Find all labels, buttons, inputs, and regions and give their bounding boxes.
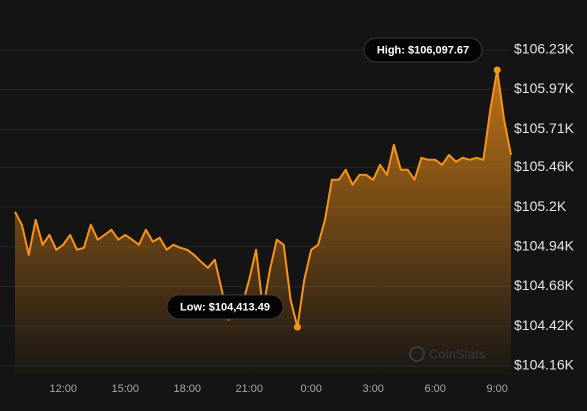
x-tick-label: 15:00 — [111, 383, 139, 395]
y-tick-label: $104.16K — [514, 357, 575, 373]
high-pill — [363, 37, 483, 63]
y-tick-label: $105.46K — [514, 158, 575, 174]
low-label: Low: $104,413.49 — [180, 301, 270, 313]
x-tick-label: 0:00 — [301, 383, 322, 395]
low-pill — [166, 294, 284, 320]
y-tick-label: $105.71K — [514, 120, 575, 136]
x-tick-label: 3:00 — [363, 383, 384, 395]
extreme-marker — [493, 66, 501, 74]
x-tick-label: 9:00 — [487, 383, 508, 395]
area — [15, 70, 511, 375]
extreme-marker — [293, 323, 301, 331]
y-tick-label: $104.68K — [514, 277, 575, 293]
x-tick-label: 21:00 — [235, 383, 263, 395]
watermark: CoinStats — [429, 346, 486, 361]
y-tick-label: $104.94K — [514, 237, 575, 253]
y-tick-label: $105.2K — [514, 198, 567, 214]
x-tick-label: 6:00 — [425, 383, 446, 395]
y-tick-label: $105.97K — [514, 80, 575, 96]
high-label: High: $106,097.67 — [377, 44, 469, 56]
y-tick-label: $106.23K — [514, 41, 575, 57]
x-tick-label: 12:00 — [49, 383, 77, 395]
y-tick-label: $104.42K — [514, 317, 575, 333]
watermark-icon — [409, 346, 425, 362]
x-tick-label: 18:00 — [173, 383, 201, 395]
